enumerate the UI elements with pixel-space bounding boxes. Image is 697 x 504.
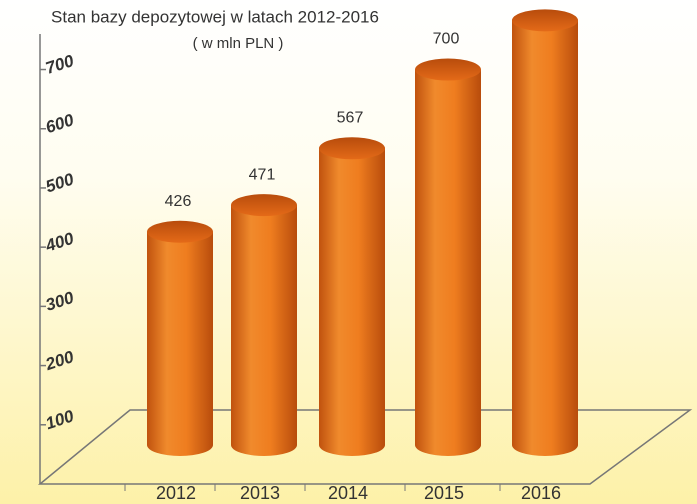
x-tick-label: 2016	[521, 483, 561, 503]
cylinder-top	[512, 9, 578, 32]
cylinder-top	[415, 58, 481, 81]
cylinder	[147, 231, 213, 456]
value-label: 700	[433, 31, 460, 48]
cylinder-top	[319, 137, 385, 160]
value-label: 471	[249, 166, 276, 183]
floor	[37, 409, 693, 485]
value-label: 567	[337, 109, 364, 126]
chart-title: Stan bazy depozytowej w latach 2012-2016	[51, 7, 379, 26]
x-tick-label: 2013	[240, 483, 280, 503]
cylinder	[319, 148, 385, 457]
value-label: 426	[165, 193, 192, 210]
cylinder	[512, 20, 578, 456]
cylinder	[231, 205, 297, 456]
x-tick-label: 2012	[156, 483, 196, 503]
x-tick-label: 2015	[424, 483, 464, 503]
chart-subtitle: ( w mln PLN )	[193, 35, 284, 52]
x-tick-label: 2014	[328, 483, 368, 503]
cylinder-top	[231, 194, 297, 217]
cylinder-top	[147, 220, 213, 243]
cylinder	[415, 69, 481, 457]
